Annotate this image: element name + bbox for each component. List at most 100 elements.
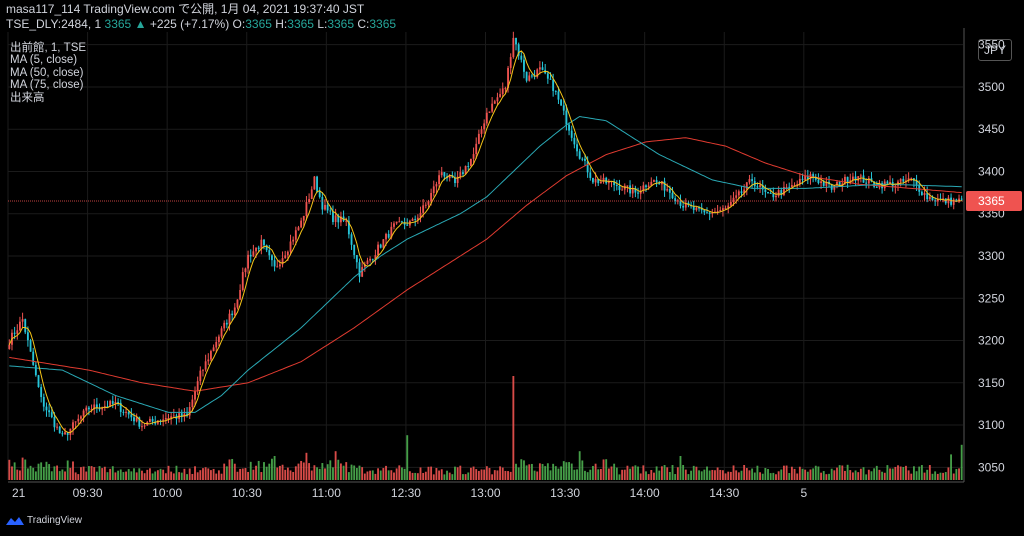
volume-bar [24, 459, 27, 480]
indicator-legend: 出前館, 1, TSE MA (5, close) MA (50, close)… [10, 42, 86, 104]
candle-body [541, 67, 544, 70]
volume-bar [347, 472, 350, 480]
candle-body [907, 178, 910, 181]
volume-bar [401, 467, 403, 480]
volume-bar [801, 468, 804, 480]
legend-ma75[interactable]: MA (75, close) [10, 79, 84, 92]
candle-body [42, 397, 45, 407]
candle-body [26, 332, 29, 341]
legend-main-series[interactable]: 出前館, 1, TSE [10, 42, 87, 54]
volume-bar [390, 470, 393, 480]
volume-bar [671, 465, 674, 480]
candle-body [432, 186, 435, 193]
candle-body [679, 200, 682, 206]
candle-body [936, 198, 939, 202]
candle-body [698, 207, 700, 209]
volume-bar [886, 465, 889, 480]
candle-body [751, 179, 754, 182]
volume-bar [462, 474, 464, 480]
volume-bar [72, 461, 74, 480]
volume-bar [133, 468, 135, 480]
candle-body [48, 410, 51, 413]
volume-bar [576, 469, 578, 480]
volume-bar [910, 473, 913, 480]
candle-body [435, 184, 438, 187]
volume-bar [504, 470, 507, 480]
candle-body [793, 184, 796, 186]
legend-ma5[interactable]: MA (5, close) [10, 54, 78, 67]
x-tick-label: 12:30 [391, 486, 421, 500]
candle-body [549, 78, 552, 80]
volume-bar [857, 472, 860, 480]
candle-body [377, 244, 379, 256]
tradingview-brand[interactable]: TradingView [6, 515, 82, 526]
candle-body [313, 176, 316, 190]
candle-body [45, 406, 48, 411]
volume-bar [438, 470, 441, 480]
volume-bar [170, 471, 173, 480]
candle-body [928, 196, 931, 200]
volume-bar [841, 465, 844, 480]
legend-ma50[interactable]: MA (50, close) [10, 66, 84, 79]
volume-bar [775, 474, 777, 480]
tradingview-logo-icon [6, 516, 24, 525]
candle-body [790, 185, 793, 188]
volume-bar [297, 463, 300, 480]
candle-body [32, 351, 35, 365]
volume-bar [472, 466, 475, 480]
candle-body [337, 215, 340, 223]
y-tick-label: 3400 [978, 164, 1005, 178]
candle-body [666, 189, 669, 191]
candle-body [207, 359, 210, 362]
currency-label[interactable]: JPY [978, 39, 1012, 61]
volume-bar [517, 467, 520, 480]
volume-bar [530, 463, 533, 480]
volume-bar [883, 472, 886, 480]
candle-body [273, 260, 276, 267]
candle-body [499, 94, 502, 98]
candle-body [363, 264, 366, 268]
volume-bar [220, 473, 223, 480]
volume-bar [164, 473, 167, 480]
volume-bar [395, 468, 398, 480]
candle-body [424, 204, 427, 206]
volume-bar [228, 459, 231, 480]
volume-bar [273, 456, 276, 480]
candle-body [668, 189, 671, 193]
volume-bar [790, 466, 793, 480]
candle-body [464, 166, 467, 175]
volume-bar [276, 467, 279, 480]
volume-bar [936, 473, 939, 480]
volume-bar [263, 462, 265, 480]
volume-bar [135, 472, 138, 480]
moving-averages [8, 50, 962, 434]
volume-bar [599, 469, 602, 480]
volume-bar [859, 468, 862, 480]
candle-body [34, 364, 37, 376]
candle-body [24, 319, 27, 333]
candle-body [114, 401, 117, 404]
volume-bar [756, 465, 759, 480]
candle-body [737, 191, 740, 196]
legend-volume[interactable]: 出来高 [10, 91, 45, 104]
volume-bar [369, 470, 372, 480]
candle-body [281, 258, 284, 265]
symbol-name: TSE_DLY:2484, 1 [6, 17, 102, 31]
candle-body [719, 209, 722, 212]
volume-bars [8, 376, 963, 480]
volume-bar [610, 466, 613, 480]
candle-body [923, 193, 926, 196]
candle-body [249, 254, 252, 257]
volume-bar [241, 468, 244, 480]
volume-bar [313, 465, 316, 480]
volume-bar [745, 468, 748, 480]
volume-bar [554, 466, 557, 480]
volume-bar [424, 471, 427, 480]
volume-bar [578, 451, 581, 480]
volume-bar [324, 468, 326, 480]
volume-bar [154, 471, 157, 480]
volume-bar [382, 468, 385, 480]
volume-bar [581, 460, 584, 480]
candle-body [629, 185, 632, 194]
